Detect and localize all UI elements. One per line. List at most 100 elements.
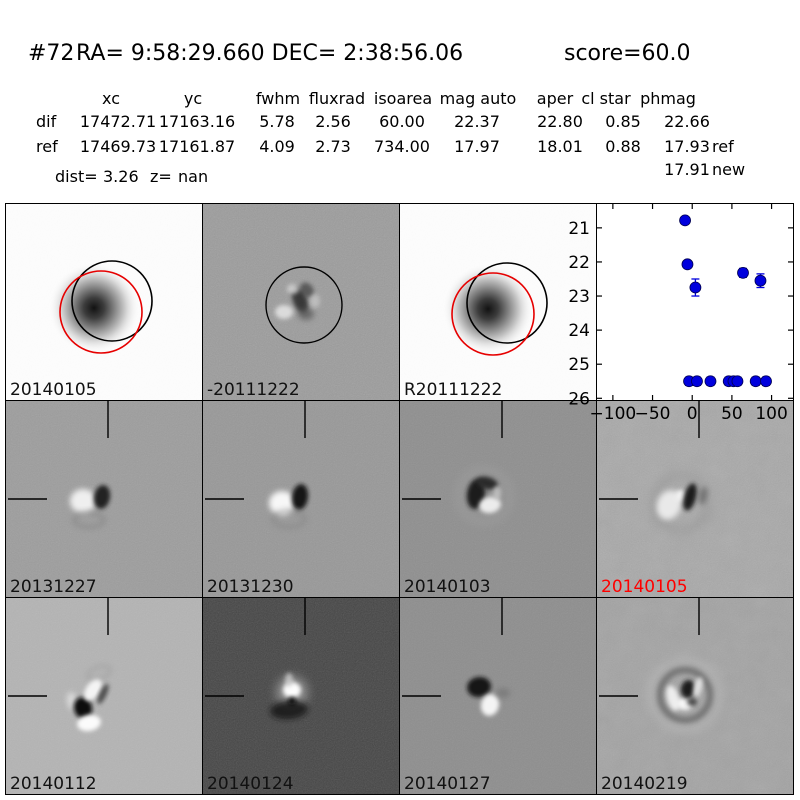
- lightcurve-point: [737, 266, 749, 279]
- col-header-yc: yc: [183, 89, 203, 108]
- col-header-mag-auto: mag auto: [439, 89, 517, 108]
- y-tick-label: 21: [568, 219, 590, 239]
- dif-cl-star: 0.85: [605, 112, 641, 131]
- dif-mag-auto: 22.37: [454, 112, 500, 131]
- candidate-score: score=60.0: [564, 41, 691, 66]
- dif-fluxrad: 2.56: [315, 112, 351, 131]
- diff-stamp: [400, 401, 596, 597]
- lightcurve-plot: −100−50 0 50 100 21 22 23 24 25 26: [568, 204, 793, 424]
- y-tick-label: 24: [568, 321, 590, 341]
- ref-isoarea: 734.00: [374, 137, 430, 156]
- candidate-coordinates: RA= 9:58:29.660 DEC= 2:38:56.06: [76, 41, 464, 66]
- diff-stamp: [597, 401, 793, 597]
- ref-aper: 18.01: [537, 137, 583, 156]
- lightcurve-point: [704, 375, 717, 388]
- dif-isoarea: 60.00: [379, 112, 425, 131]
- new-phmag-suffix: new: [712, 160, 746, 179]
- ref-mag-auto: 17.97: [454, 137, 500, 156]
- cutout-date-label: 20140112: [10, 774, 97, 794]
- ref-phmag-suffix: ref: [712, 137, 734, 156]
- col-header-phmag: phmag: [640, 89, 696, 108]
- cutout-new-image: 20140105: [5, 203, 203, 401]
- y-tick-label: 23: [568, 287, 590, 307]
- lightcurve-point: [691, 375, 703, 388]
- cutout-date-label: 20131227: [10, 577, 97, 597]
- cutout-epoch-20140127: 20140127: [399, 597, 597, 795]
- diff-stamp: [203, 401, 399, 597]
- new-phmag-value: 17.91: [664, 160, 710, 179]
- ref-xc: 17469.73: [79, 137, 157, 156]
- y-tick-label: 25: [568, 355, 590, 375]
- diff-stamp: [6, 401, 202, 597]
- black-aperture-circle-icon: [466, 262, 548, 344]
- x-tick-label: −100: [590, 404, 637, 424]
- red-aperture-circle-icon: [59, 270, 143, 354]
- col-header-isoarea: isoarea: [373, 89, 433, 108]
- x-tick-label: 0: [687, 404, 698, 424]
- ref-row-label: ref: [36, 137, 58, 156]
- candidate-number: #72: [28, 41, 75, 66]
- cutout-epoch-20140105-current: 20140105: [596, 400, 794, 598]
- cutout-date-label: R20111222: [404, 380, 503, 400]
- black-aperture-circle-icon: [265, 266, 343, 344]
- diff-stamp: [597, 598, 793, 794]
- redshift-value: nan: [178, 167, 209, 186]
- dif-row-label: dif: [36, 112, 57, 131]
- cutout-epoch-20140219: 20140219: [596, 597, 794, 795]
- redshift-label: z=: [150, 167, 172, 186]
- dif-phmag: 22.66: [664, 112, 710, 131]
- dist-value: 3.26: [103, 167, 139, 186]
- cutout-date-label: -20111222: [207, 380, 300, 400]
- diff-stamp: [6, 598, 202, 794]
- source-blob: [442, 263, 534, 355]
- cutout-date-label: 20140124: [207, 774, 294, 794]
- source-blob: [48, 262, 140, 354]
- x-tick-label: −50: [635, 404, 671, 424]
- x-tick-label: 100: [755, 404, 787, 424]
- lightcurve-point: [679, 214, 691, 227]
- diff-image-stamp: [203, 204, 399, 400]
- lightcurve-point: [754, 274, 767, 287]
- lightcurve-point: [689, 281, 702, 294]
- y-tick-label: 26: [568, 389, 590, 409]
- cutout-date-label: 20131230: [207, 577, 294, 597]
- lightcurve-panel: −100 −50 0 50 100 21 22 23 24 25 26: [568, 203, 794, 424]
- cutout-epoch-20140112: 20140112: [5, 597, 203, 795]
- cutout-date-label: 20140103: [404, 577, 491, 597]
- ref-fwhm: 4.09: [259, 137, 295, 156]
- lightcurve-point: [760, 375, 772, 388]
- ref-cl-star: 0.88: [605, 137, 641, 156]
- cutout-epoch-20131230: 20131230: [202, 400, 400, 598]
- lightcurve-point: [681, 258, 694, 271]
- col-header-xc: xc: [102, 89, 120, 108]
- cutout-epoch-20140103: 20140103: [399, 400, 597, 598]
- ref-phmag: 17.93: [664, 137, 710, 156]
- new-image-stamp: [6, 204, 202, 400]
- cutout-epoch-20140124: 20140124: [202, 597, 400, 795]
- lightcurve-point: [749, 375, 762, 388]
- diff-stamp: [400, 598, 596, 794]
- x-tick-label: 50: [721, 404, 743, 424]
- cutout-date-label: 20140219: [601, 774, 688, 794]
- reference-image-stamp: [400, 204, 596, 400]
- ref-fluxrad: 2.73: [315, 137, 351, 156]
- dif-xc: 17472.71: [79, 112, 157, 131]
- cutout-epoch-20131227: 20131227: [5, 400, 203, 598]
- cutout-date-label: 20140105: [10, 380, 97, 400]
- red-aperture-circle-icon: [451, 272, 535, 356]
- black-aperture-circle-icon: [71, 260, 153, 342]
- col-header-fluxrad: fluxrad: [308, 89, 366, 108]
- cutout-reference-image: R20111222: [399, 203, 597, 401]
- cutout-date-label-highlighted: 20140105: [601, 577, 688, 597]
- dif-fwhm: 5.78: [259, 112, 295, 131]
- col-header-aper: aper: [536, 89, 574, 108]
- cutout-date-label: 20140127: [404, 774, 491, 794]
- col-header-fwhm: fwhm: [255, 89, 301, 108]
- dif-aper: 22.80: [537, 112, 583, 131]
- cutout-diff-ref-epoch: -20111222: [202, 203, 400, 401]
- dist-label: dist=: [55, 167, 98, 186]
- dif-yc: 17163.16: [158, 112, 236, 131]
- y-tick-label: 22: [568, 253, 590, 273]
- ref-yc: 17161.87: [158, 137, 236, 156]
